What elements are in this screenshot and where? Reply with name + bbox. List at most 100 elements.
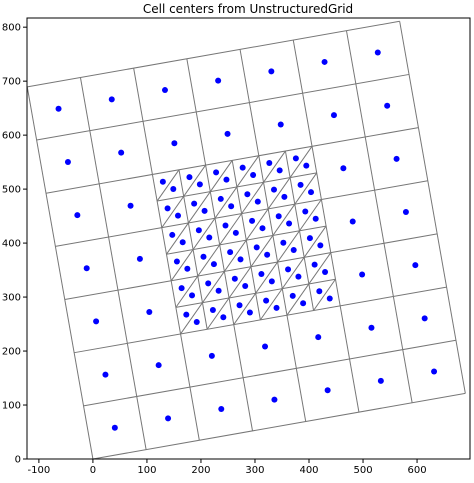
point [292, 155, 299, 162]
point [74, 212, 81, 219]
mesh-edge [400, 21, 466, 393]
point [64, 158, 71, 165]
point [280, 239, 287, 246]
x-tick-label: 200 [191, 465, 210, 476]
mesh-edge [93, 393, 465, 459]
point [209, 306, 216, 313]
point [273, 304, 280, 311]
point [326, 295, 333, 302]
point [402, 209, 409, 216]
mesh-edge [84, 340, 456, 406]
mesh-edge [55, 228, 161, 247]
point [239, 164, 246, 171]
point [412, 262, 419, 269]
mesh-edge [27, 21, 399, 87]
y-tick-label: 200 [2, 347, 21, 358]
point [193, 318, 200, 325]
point [178, 285, 185, 292]
point [246, 309, 253, 316]
point [431, 368, 438, 375]
mesh-edge [80, 78, 146, 450]
mesh-edge [152, 160, 246, 254]
y-tick-label: 400 [2, 239, 21, 250]
point [164, 205, 171, 212]
mesh-edge [152, 156, 277, 281]
point [155, 362, 162, 369]
point [270, 186, 277, 193]
point [263, 297, 270, 304]
point [111, 424, 118, 431]
x-tick-label: 0 [90, 465, 96, 476]
point [165, 415, 172, 422]
mesh [27, 21, 465, 459]
point [161, 87, 168, 94]
point [295, 273, 302, 280]
x-tick-label: 500 [353, 465, 372, 476]
mesh-edge [152, 146, 340, 334]
point [171, 140, 178, 147]
point [281, 193, 288, 200]
point [268, 68, 275, 75]
mesh-edge [234, 325, 253, 431]
point [206, 234, 213, 241]
point [220, 314, 227, 321]
y-tick-label: 0 [15, 455, 21, 466]
point [108, 96, 115, 103]
mesh-edge [278, 253, 341, 316]
point [306, 235, 313, 242]
point [276, 167, 283, 174]
point [244, 191, 251, 198]
point [170, 186, 177, 193]
point [205, 280, 212, 287]
point [297, 181, 304, 188]
axes-frame [26, 17, 471, 460]
point [315, 334, 322, 341]
point [146, 309, 153, 316]
point [127, 202, 134, 209]
mesh-edge [134, 68, 200, 440]
point [374, 49, 381, 56]
point [173, 258, 180, 265]
point [311, 261, 318, 268]
point [359, 271, 366, 278]
y-tick-label: 500 [2, 185, 21, 196]
y-tick-label: 700 [2, 77, 21, 88]
x-tick-label: 300 [245, 465, 264, 476]
point [289, 292, 296, 299]
point [223, 176, 230, 183]
point [159, 178, 166, 185]
point [302, 208, 309, 215]
point [200, 253, 207, 260]
point [290, 247, 297, 254]
x-tick-label: -100 [28, 465, 51, 476]
point [249, 217, 256, 224]
point [285, 266, 292, 273]
mesh-edge [152, 170, 183, 201]
point [184, 265, 191, 272]
point [196, 181, 203, 188]
point [213, 169, 220, 176]
point [242, 283, 249, 290]
x-tick-label: 600 [408, 465, 427, 476]
point [215, 287, 222, 294]
mesh-edge [246, 226, 340, 320]
x-tick-label: 100 [137, 465, 156, 476]
mesh-edge [152, 151, 308, 307]
point [215, 77, 222, 84]
point [312, 215, 319, 222]
point [93, 318, 100, 325]
point [286, 220, 293, 227]
point [208, 352, 215, 359]
point [393, 155, 400, 162]
point [268, 278, 275, 285]
point [218, 406, 225, 413]
point [236, 302, 243, 309]
point [136, 255, 143, 262]
point [210, 261, 217, 268]
point [224, 130, 231, 137]
point [195, 227, 202, 234]
point [189, 292, 196, 299]
point [183, 311, 190, 318]
mesh-edge [65, 281, 171, 300]
